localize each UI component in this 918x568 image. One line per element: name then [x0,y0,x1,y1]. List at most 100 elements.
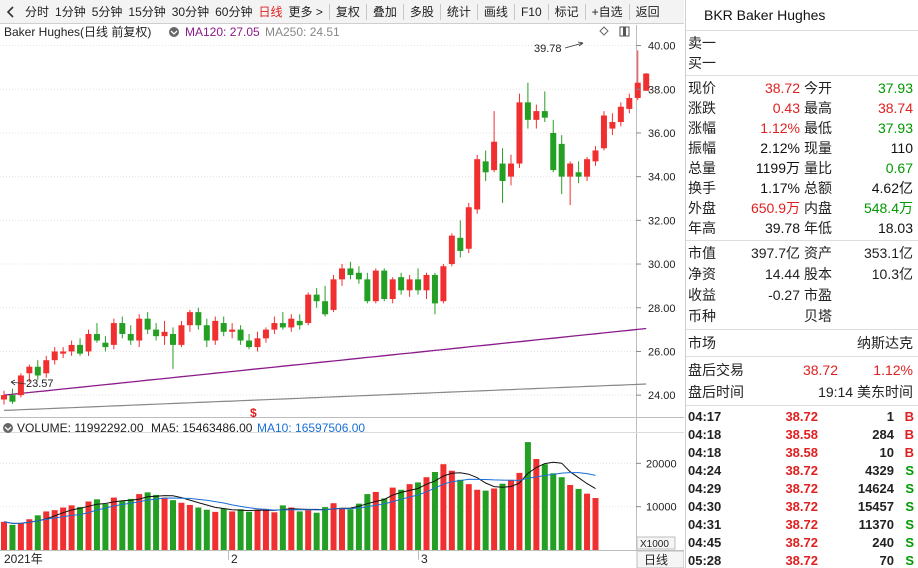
volume-settings-icon[interactable] [3,423,13,433]
candle-body [51,351,58,361]
tick-time: 04:30 [688,499,722,514]
period-60min-button[interactable]: 60分钟 [215,4,253,19]
overlay-button[interactable]: 叠加 [372,4,397,19]
fundamental-row: 市值 397.7亿 资产 353.1亿 [686,243,918,264]
volume-bar [330,503,337,550]
volume-bar [355,503,362,550]
volume-ma5-label: MA5: 15463486.00 [151,421,253,435]
settings-circle-icon[interactable] [169,27,179,37]
volume-bar [68,505,75,550]
period-1min-button[interactable]: 1分钟 [55,4,86,19]
candle-body [398,277,405,291]
draw-line-button[interactable]: 画线 [483,4,508,19]
period-15min-button[interactable]: 15分钟 [128,4,166,19]
tick-price: 38.72 [785,553,818,568]
candle-body [406,279,413,291]
candle-body [313,294,320,302]
candle-body [533,111,540,120]
statistics-button[interactable]: 统计 [446,4,471,19]
tick-time: 04:45 [688,535,722,550]
diamond-icon[interactable] [599,26,609,36]
stat-label: 年低 [804,220,832,236]
candle-body [17,375,24,396]
tick-volume: 1 [886,409,894,424]
quote-panel: BKR Baker Hughes 卖一 买一 现价 38.72 今开 37.93… [685,0,918,568]
candle-body [170,333,176,345]
price-tick-label: 36.00 [648,128,676,140]
volume-bar [457,479,464,550]
candle-body [144,318,151,330]
tick-volume: 284 [872,427,894,442]
high-marker-label: 39.78 [534,43,562,55]
period-daily-button[interactable]: 日线 [258,4,283,19]
candle-body [195,312,202,326]
candle-body [617,106,624,123]
volume-bar [271,512,278,550]
more-periods-button[interactable]: 更多 > [285,1,325,23]
volume-bar [60,507,67,550]
adjust-button[interactable]: 复权 [335,4,360,19]
volume-bar [43,511,50,550]
tick-volume: 11370 [858,517,894,532]
stat-value: 38.72 [764,80,800,96]
volume-bar [119,501,126,550]
tick-time: 04:18 [688,427,722,442]
tick-list[interactable]: 04:17 38.72 1 B 04:18 38.58 284 B 04:18 38… [686,408,918,568]
buy-one-label: 买一 [688,55,716,71]
period-5min-button[interactable]: 5分钟 [91,4,123,19]
volume-bar [364,494,371,550]
period-tag-box [636,550,684,568]
multi-stock-button[interactable]: 多股 [409,4,434,19]
volume-bar [279,505,286,550]
tick-row: 04:18 38.58 284 B [686,426,918,444]
kline-chart[interactable]: 40.00 38.00 36.00 34.00 32.00 30.00 28.00 26.00… [0,25,684,568]
ma250-line [3,383,647,411]
panel-divider [686,329,918,330]
volume-bar [474,489,481,550]
stat-label: 总额 [804,180,832,196]
candle-body [153,329,160,337]
candle-body [136,318,143,341]
candle-body [440,266,447,302]
candle-body [296,320,303,326]
stat-label: 内盘 [804,200,832,216]
candle-body [491,141,498,171]
toolbar-divider [476,3,478,20]
period-minute-button[interactable]: 分时 [25,4,50,19]
volume-bar [170,500,176,550]
return-button[interactable]: 返回 [635,4,660,19]
period-30min-button[interactable]: 30分钟 [171,4,210,19]
candle-body [339,268,345,280]
tick-price: 38.72 [785,499,818,514]
candle-body [364,279,371,302]
add-watchlist-button[interactable]: +自选 [591,4,623,19]
f10-button[interactable]: F10 [520,4,542,19]
mark-button[interactable]: 标记 [554,4,579,19]
fundamentals: 市值 397.7亿 资产 353.1亿 净资 14.44 股本 10.3亿 收益 -… [686,243,918,327]
volume-bar [178,502,185,550]
back-arrow-button[interactable] [0,1,22,23]
tick-volume: 4329 [865,463,894,478]
volume-bar [431,472,438,550]
candle-body [389,279,396,300]
candle-body [465,207,472,249]
volume-bar [136,494,143,550]
volume-bar [558,477,565,550]
stat-row: 换手 1.17% 总额 4.62亿 [686,178,918,198]
candle-body [127,333,134,341]
volume-bar [102,504,109,550]
volume-bar [584,493,591,550]
candle-body [347,268,354,275]
volume-bar [541,464,548,550]
tick-price: 38.72 [785,463,818,478]
dividend-marker[interactable]: $ [250,406,257,420]
candle-body [85,333,92,352]
candle-body [567,163,574,177]
candle-body [431,274,438,304]
volume-bar [1,521,7,550]
tick-side: S [905,463,914,478]
kline-chart-area[interactable]: 40.00 38.00 36.00 34.00 32.00 30.00 28.00 26.00… [0,25,684,568]
after-hours-row: 盘后交易 38.72 1.12% [686,359,918,381]
fundamental-label: 净资 [688,266,716,282]
moving-average-lines [3,327,647,411]
